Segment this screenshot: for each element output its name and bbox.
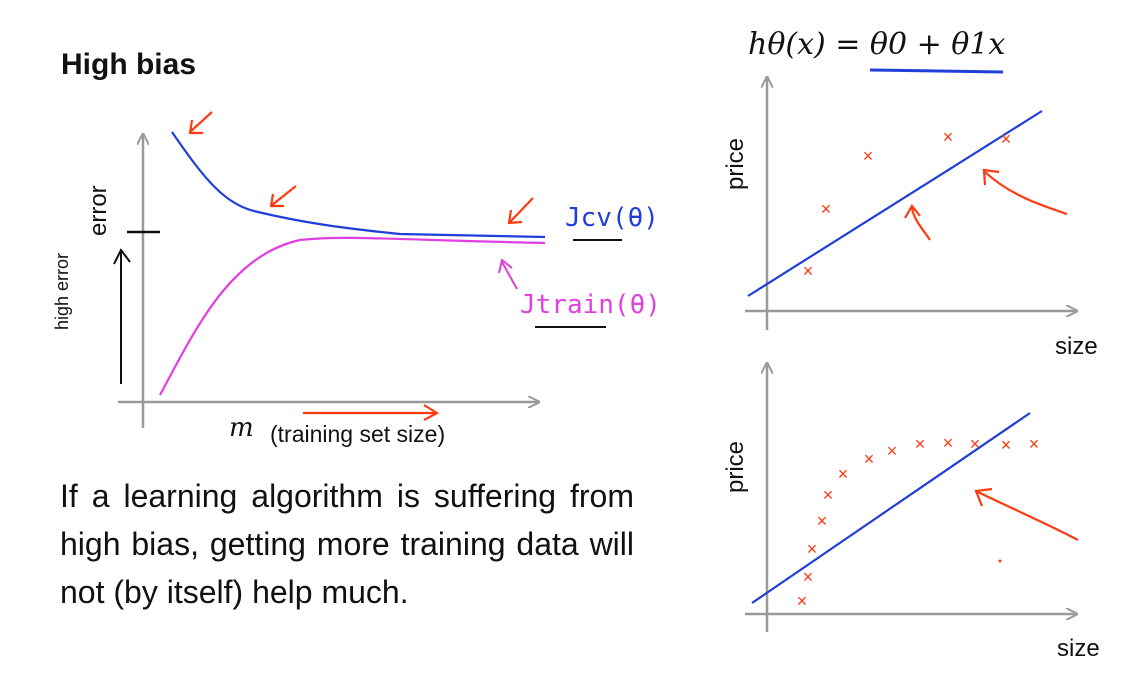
top-y-label: price bbox=[722, 138, 749, 190]
top-fit-line bbox=[747, 110, 1043, 297]
top-annotation-arrow-b bbox=[982, 168, 1068, 216]
data-point: × bbox=[864, 449, 875, 469]
bottom-fit-line bbox=[751, 412, 1031, 604]
train-error-curve bbox=[159, 236, 546, 396]
data-point: × bbox=[807, 539, 818, 559]
bottom-y-label: price bbox=[722, 441, 749, 493]
data-point: × bbox=[887, 441, 898, 461]
explanation-paragraph: If a learning algorithm is suffering fro… bbox=[60, 478, 634, 610]
cv-curve-label: Jcv(θ) bbox=[565, 203, 659, 233]
data-point: × bbox=[823, 485, 834, 505]
data-point: × bbox=[803, 261, 814, 281]
lc-y-label: error bbox=[85, 185, 112, 236]
hypothesis-underline bbox=[869, 68, 1004, 74]
annotation-arrow-4 bbox=[498, 258, 518, 290]
slide-title: High bias bbox=[61, 48, 197, 81]
handwritten-up-arrow bbox=[113, 248, 131, 384]
top-scatter-plot: hθ(x) = θ0 + θ1x price size × × × × × bbox=[722, 27, 1098, 360]
cv-error-curve bbox=[171, 131, 546, 239]
lc-x-label-var: m bbox=[229, 413, 254, 443]
bottom-data-points: × × × × × × × × × × × × × bbox=[797, 433, 1040, 611]
bottom-annotation-arrow bbox=[974, 487, 1079, 541]
data-point: × bbox=[915, 434, 926, 454]
data-point: × bbox=[797, 591, 808, 611]
data-point: × bbox=[803, 567, 814, 587]
data-point: × bbox=[838, 464, 849, 484]
annotation-arrow-1 bbox=[188, 111, 213, 135]
data-point: × bbox=[817, 511, 828, 531]
data-point: × bbox=[821, 199, 832, 219]
annotation-arrow-3 bbox=[507, 197, 534, 225]
top-x-label: size bbox=[1055, 333, 1098, 360]
annotation-arrow-2 bbox=[269, 185, 297, 208]
data-point: × bbox=[863, 146, 874, 166]
annotation-arrow-x bbox=[303, 404, 440, 421]
top-data-points: × × × × × bbox=[803, 127, 1012, 281]
lc-x-label-text: (training set size) bbox=[270, 421, 445, 447]
handwritten-note: high error bbox=[52, 253, 72, 330]
learning-curve-chart: error m (training set size) high error J… bbox=[52, 111, 661, 447]
train-curve-label: Jtrain(θ) bbox=[520, 290, 661, 320]
stray-dot bbox=[998, 559, 1002, 563]
top-annotation-arrow-a bbox=[904, 204, 931, 241]
data-point: × bbox=[1001, 129, 1012, 149]
data-point: × bbox=[970, 434, 981, 454]
bottom-x-label: size bbox=[1057, 635, 1100, 662]
data-point: × bbox=[943, 127, 954, 147]
data-point: × bbox=[1029, 434, 1040, 454]
bottom-scatter-plot: price size × × × × × × × × × × × × × bbox=[722, 364, 1100, 662]
data-point: × bbox=[1001, 435, 1012, 455]
data-point: × bbox=[943, 433, 954, 453]
hypothesis-formula: hθ(x) = θ0 + θ1x bbox=[748, 27, 1005, 62]
